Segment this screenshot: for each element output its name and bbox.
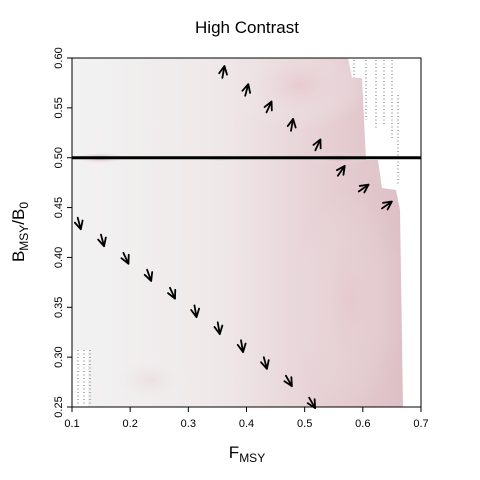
arrow-glyph [73,216,84,231]
arrow-glyph [283,374,293,388]
arrow-glyph [263,100,273,114]
arrow-1 [97,233,107,248]
x-axis-label-main: F [229,443,239,462]
arrow-glyph [143,268,154,282]
y-tick-label-3: 0.40 [53,247,65,268]
y-tick-label-6: 0.55 [53,97,65,118]
y-axis-label-sub2: 0 [17,202,31,209]
y-tick-label-5: 0.50 [53,147,65,168]
arrow-glyph [381,200,393,211]
arrow-16 [335,165,346,177]
arrows-layer [73,65,393,409]
arrow-glyph [218,65,228,79]
arrow-glyph [260,356,270,370]
arrow-glyph [241,83,252,97]
y-axis-label: BMSY/B0 [9,202,31,262]
y-tick-label-7: 0.60 [53,47,65,68]
arrow-glyph [190,304,200,319]
arrow-15 [312,138,322,152]
y-tick-label-0: 0.25 [53,396,65,417]
y-tick-label-2: 0.35 [53,297,65,318]
heatmap-surface [72,58,405,407]
arrow-glyph [335,165,346,177]
y-axis-label-sub1: MSY [17,225,31,251]
y-axis-label-main: B [9,251,28,262]
dotted-edge-marks [77,60,399,405]
x-tick-label-2: 0.3 [181,418,196,430]
arrow-glyph [167,286,177,300]
y-tick-label-1: 0.30 [53,346,65,367]
x-tick-label-5: 0.6 [355,418,370,430]
arrow-12 [241,83,252,97]
arrow-glyph [213,321,224,336]
arrow-11 [218,65,228,79]
arrow-glyph [236,339,247,353]
arrow-13 [263,100,273,114]
arrow-3 [143,268,154,282]
arrow-14 [286,118,297,132]
heatmap-peak-right [295,190,405,407]
heatmap-low-bump [110,355,190,405]
arrow-glyph [357,183,370,194]
y-tick-label-4: 0.45 [53,197,65,218]
x-tick-label-3: 0.4 [239,418,254,430]
y-axis: 0.25 0.30 0.35 0.40 0.45 0.50 0.55 0.60 [53,47,72,418]
arrow-glyph [120,251,130,265]
arrow-17 [357,183,370,194]
x-axis-label: FMSY [229,443,265,465]
x-tick-label-4: 0.5 [297,418,312,430]
arrow-0 [73,216,84,231]
arrow-2 [120,251,130,265]
x-tick-label-0: 0.1 [64,418,79,430]
arrow-8 [260,356,270,370]
x-tick-label-6: 0.7 [413,418,428,430]
arrow-5 [190,304,200,319]
heatmap-peak-top [230,58,370,130]
arrow-glyph [97,233,107,248]
y-axis-label-sep: /B [9,209,28,225]
arrow-glyph [312,138,322,152]
x-axis-label-sub: MSY [239,451,265,465]
x-tick-label-1: 0.2 [123,418,138,430]
arrow-6 [213,321,224,336]
arrow-glyph [286,118,297,132]
x-axis: 0.1 0.2 0.3 0.4 0.5 0.6 0.7 [64,407,429,430]
arrow-18 [381,200,393,211]
arrow-7 [236,339,247,353]
chart-title: High Contrast [195,18,299,37]
arrow-9 [283,374,293,388]
arrow-4 [167,286,177,300]
